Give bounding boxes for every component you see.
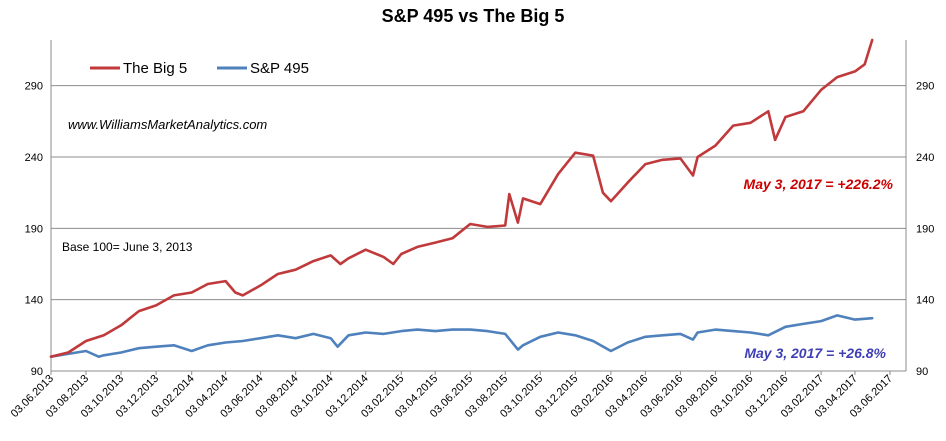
y-axis-right: 90 140 190 240 290 [916, 81, 934, 378]
x-axis: 03.06.201303.08.201303.10.201303.12.2013… [9, 371, 895, 420]
y-tick-label-right: 240 [916, 152, 934, 164]
website-url: www.WilliamsMarketAnalytics.com [68, 117, 267, 132]
y-tick-label-right: 90 [916, 366, 928, 378]
y-axis-left: 90 140 190 240 290 [25, 81, 43, 378]
legend-label-big5: The Big 5 [123, 60, 187, 77]
big5-return-annotation: May 3, 2017 = +226.2% [744, 176, 894, 192]
y-tick-label-left: 190 [25, 223, 43, 235]
series-line-big5 [49, 38, 874, 358]
y-tick-label-right: 290 [916, 81, 934, 93]
y-tick-label-right: 140 [916, 295, 934, 307]
sp495-return-annotation: May 3, 2017 = +26.8% [744, 345, 886, 361]
y-tick-label-right: 190 [916, 223, 934, 235]
base-note: Base 100= June 3, 2013 [62, 240, 193, 254]
y-tick-label-left: 240 [25, 152, 43, 164]
chart-title: S&P 495 vs The Big 5 [382, 6, 565, 26]
series-line-sp495 [49, 314, 874, 358]
gridlines [51, 85, 906, 301]
legend: The Big 5 S&P 495 [90, 60, 309, 77]
series-lines [49, 38, 874, 358]
y-tick-label-left: 290 [25, 81, 43, 93]
plot-frame [50, 40, 907, 372]
y-tick-label-left: 140 [25, 295, 43, 307]
y-tick-label-left: 90 [31, 366, 43, 378]
legend-label-sp495: S&P 495 [250, 60, 309, 77]
